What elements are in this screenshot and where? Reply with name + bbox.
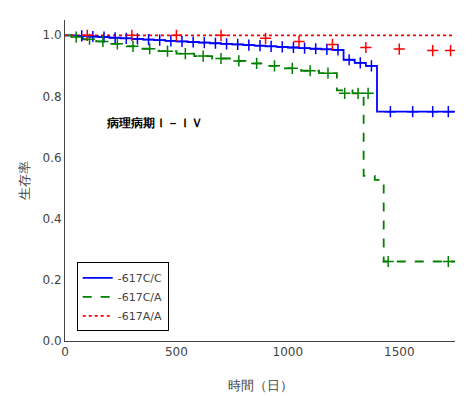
svg-text:生存率: 生存率 <box>17 161 32 200</box>
svg-text:-617A/A: -617A/A <box>118 310 162 323</box>
svg-text:0.6: 0.6 <box>43 151 62 165</box>
svg-text:0.0: 0.0 <box>43 334 62 348</box>
svg-text:1000: 1000 <box>273 345 304 359</box>
svg-text:0: 0 <box>61 345 69 359</box>
svg-text:-617C/C: -617C/C <box>118 272 162 285</box>
svg-text:時間（日）: 時間（日） <box>228 378 293 393</box>
svg-text:-617C/A: -617C/A <box>118 291 162 304</box>
svg-text:1500: 1500 <box>384 345 415 359</box>
svg-text:0.2: 0.2 <box>43 273 62 287</box>
svg-text:500: 500 <box>165 345 188 359</box>
svg-text:0.4: 0.4 <box>43 212 62 226</box>
svg-text:1.0: 1.0 <box>43 28 62 42</box>
svg-text:0.8: 0.8 <box>43 90 62 104</box>
svg-text:病理病期Ｉ－ＩＶ: 病理病期Ｉ－ＩＶ <box>106 116 203 130</box>
